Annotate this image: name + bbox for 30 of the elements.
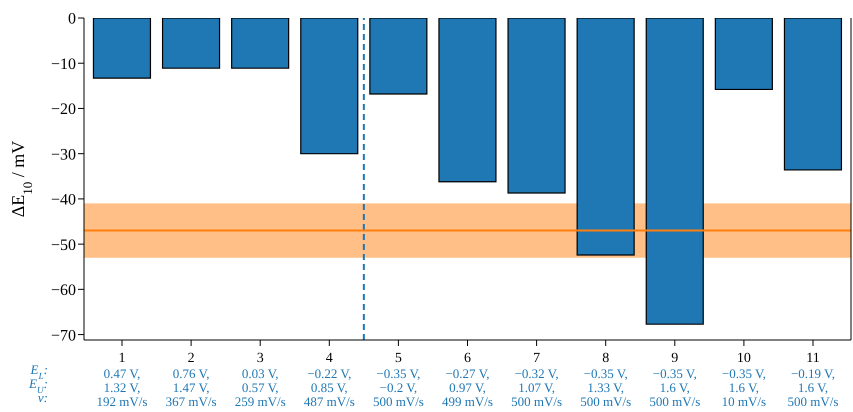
x-tick-label: 10 <box>736 351 751 366</box>
y-tick-label: −10 <box>50 56 76 73</box>
text: −0.35 V, 1.33 V, 500 mV/s <box>580 366 632 409</box>
x-tick-label: 9 <box>671 351 678 366</box>
text: 0.76 V, 1.47 V, 367 mV/s <box>166 366 217 409</box>
text: −0.35 V, 1.6 V, 10 mV/s <box>722 366 766 409</box>
x-tick-label: 6 <box>464 351 471 366</box>
text: 0.47 V, 1.32 V, 192 mV/s <box>96 366 148 409</box>
text: 0.03 V, 0.57 V, 259 mV/s <box>234 366 286 409</box>
x-tick-label: 1 <box>118 351 126 366</box>
text: −0.22 V, 0.85 V, 487 mV/s <box>304 366 355 409</box>
x-tick-label: 3 <box>256 351 264 366</box>
text: −0.35 V, −0.2 V, 500 mV/s <box>372 366 424 409</box>
text: −0.35 V, 1.6 V, 500 mV/s <box>649 366 700 409</box>
text: −0.27 V, 0.97 V, 499 mV/s <box>442 366 493 409</box>
text: −0.32 V, 1.07 V, 500 mV/s <box>511 366 562 409</box>
text: −0.19 V, 1.6 V, 500 mV/s <box>788 366 838 409</box>
y-tick-label: −70 <box>50 327 76 344</box>
x-tick-label: 5 <box>394 351 402 366</box>
y-tick-label: −60 <box>50 282 76 300</box>
y-tick-label: −20 <box>50 101 76 118</box>
x-tick-label: 8 <box>602 351 610 366</box>
y-tick-label: −50 <box>50 236 76 254</box>
x-tick-label: 2 <box>188 351 195 366</box>
y-tick-label: −30 <box>50 146 76 164</box>
y-tick-label: 0 <box>68 10 76 28</box>
x-tick-label: 7 <box>533 351 540 366</box>
y-tick-label: −40 <box>50 192 76 209</box>
x-tick-label: 4 <box>326 351 333 366</box>
x-tick-label: 11 <box>806 351 820 366</box>
